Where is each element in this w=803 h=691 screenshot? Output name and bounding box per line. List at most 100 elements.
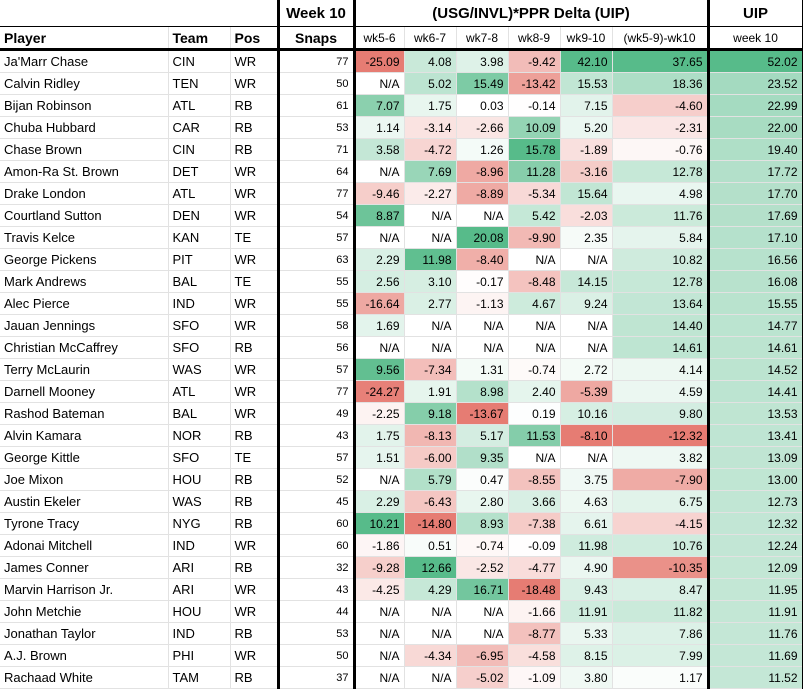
cell-wk56[interactable]: 1.69	[354, 314, 405, 337]
cell-snaps[interactable]: 57	[276, 226, 356, 249]
cell-wk78[interactable]: 16.71	[456, 578, 509, 601]
cell-team[interactable]: WAS	[168, 490, 231, 513]
cell-pos[interactable]: WR	[230, 600, 279, 623]
cell-wk67[interactable]: N/A	[404, 622, 457, 645]
cell-pos[interactable]: RB	[230, 512, 279, 535]
cell-wk910[interactable]: N/A	[560, 446, 613, 469]
cell-wk910[interactable]: -2.03	[560, 204, 613, 227]
cell-wk910[interactable]: 11.98	[560, 534, 613, 557]
cell-team[interactable]: PIT	[168, 248, 231, 271]
col-header-wk7-8[interactable]: wk7-8	[456, 26, 509, 51]
cell-player[interactable]: George Pickens	[0, 248, 169, 271]
col-header-player[interactable]: Player	[0, 26, 169, 51]
cell-team[interactable]: DET	[168, 160, 231, 183]
cell-diff[interactable]: -0.76	[612, 138, 710, 161]
cell-wk78[interactable]: -0.17	[456, 270, 509, 293]
cell-snaps[interactable]: 61	[276, 94, 356, 117]
cell-wk89[interactable]: -8.77	[508, 622, 561, 645]
cell-wk67[interactable]: -4.72	[404, 138, 457, 161]
cell-diff[interactable]: 12.78	[612, 270, 710, 293]
cell-uip[interactable]: 23.52	[708, 72, 803, 95]
cell-team[interactable]: ARI	[168, 578, 231, 601]
cell-diff[interactable]: 37.65	[612, 49, 710, 73]
cell-wk67[interactable]: 7.69	[404, 160, 457, 183]
cell-wk910[interactable]: 9.43	[560, 578, 613, 601]
cell-team[interactable]: CAR	[168, 116, 231, 139]
cell-diff[interactable]: -10.35	[612, 556, 710, 579]
cell-pos[interactable]: RB	[230, 116, 279, 139]
cell-diff[interactable]: 9.80	[612, 402, 710, 425]
cell-wk56[interactable]: -16.64	[354, 292, 405, 315]
cell-pos[interactable]: RB	[230, 490, 279, 513]
cell-uip[interactable]: 17.70	[708, 182, 803, 205]
cell-player[interactable]: Courtland Sutton	[0, 204, 169, 227]
cell-wk67[interactable]: N/A	[404, 600, 457, 623]
cell-wk89[interactable]: -8.48	[508, 270, 561, 293]
cell-wk89[interactable]: 10.09	[508, 116, 561, 139]
cell-wk89[interactable]: -0.14	[508, 94, 561, 117]
cell-pos[interactable]: TE	[230, 226, 279, 249]
col-header-snaps[interactable]: Snaps	[276, 26, 356, 51]
cell-player[interactable]: Terry McLaurin	[0, 358, 169, 381]
cell-player[interactable]: Calvin Ridley	[0, 72, 169, 95]
cell-uip[interactable]: 16.08	[708, 270, 803, 293]
cell-wk910[interactable]: 42.10	[560, 49, 613, 73]
cell-snaps[interactable]: 71	[276, 138, 356, 161]
cell-team[interactable]: SFO	[168, 314, 231, 337]
cell-wk910[interactable]: 10.16	[560, 402, 613, 425]
cell-wk56[interactable]: -9.28	[354, 556, 405, 579]
cell-team[interactable]: KAN	[168, 226, 231, 249]
col-header-wk9-10[interactable]: wk9-10	[560, 26, 613, 51]
cell-wk89[interactable]: -1.66	[508, 600, 561, 623]
cell-pos[interactable]: TE	[230, 446, 279, 469]
cell-player[interactable]: Christian McCaffrey	[0, 336, 169, 359]
cell-wk910[interactable]: 7.15	[560, 94, 613, 117]
cell-uip[interactable]: 13.00	[708, 468, 803, 491]
cell-wk56[interactable]: N/A	[354, 160, 405, 183]
cell-pos[interactable]: TE	[230, 270, 279, 293]
cell-snaps[interactable]: 77	[276, 49, 356, 73]
cell-player[interactable]: James Conner	[0, 556, 169, 579]
cell-wk89[interactable]: -0.74	[508, 358, 561, 381]
cell-team[interactable]: ATL	[168, 380, 231, 403]
cell-wk910[interactable]: 4.90	[560, 556, 613, 579]
cell-diff[interactable]: 6.75	[612, 490, 710, 513]
cell-team[interactable]: TAM	[168, 666, 231, 689]
cell-uip[interactable]: 11.76	[708, 622, 803, 645]
cell-wk56[interactable]: -1.86	[354, 534, 405, 557]
cell-wk67[interactable]: 9.18	[404, 402, 457, 425]
cell-wk910[interactable]: 11.91	[560, 600, 613, 623]
cell-wk67[interactable]: 12.66	[404, 556, 457, 579]
cell-uip[interactable]: 17.69	[708, 204, 803, 227]
cell-wk67[interactable]: -7.34	[404, 358, 457, 381]
cell-wk67[interactable]: 3.10	[404, 270, 457, 293]
cell-uip[interactable]: 12.09	[708, 556, 803, 579]
cell-wk910[interactable]: 9.24	[560, 292, 613, 315]
cell-player[interactable]: Bijan Robinson	[0, 94, 169, 117]
cell-wk910[interactable]: 4.63	[560, 490, 613, 513]
cell-wk78[interactable]: N/A	[456, 600, 509, 623]
cell-wk78[interactable]: 1.31	[456, 358, 509, 381]
cell-uip[interactable]: 11.69	[708, 644, 803, 667]
cell-wk67[interactable]: 5.79	[404, 468, 457, 491]
cell-wk78[interactable]: 9.35	[456, 446, 509, 469]
cell-wk89[interactable]: -13.42	[508, 72, 561, 95]
cell-snaps[interactable]: 43	[276, 424, 356, 447]
cell-wk56[interactable]: N/A	[354, 644, 405, 667]
cell-team[interactable]: ATL	[168, 94, 231, 117]
cell-wk67[interactable]: 1.75	[404, 94, 457, 117]
cell-wk78[interactable]: -0.74	[456, 534, 509, 557]
cell-team[interactable]: IND	[168, 292, 231, 315]
cell-pos[interactable]: WR	[230, 49, 279, 73]
cell-diff[interactable]: -4.60	[612, 94, 710, 117]
cell-player[interactable]: Austin Ekeler	[0, 490, 169, 513]
cell-player[interactable]: Amon-Ra St. Brown	[0, 160, 169, 183]
cell-pos[interactable]: WR	[230, 204, 279, 227]
cell-wk56[interactable]: N/A	[354, 600, 405, 623]
cell-wk67[interactable]: 4.08	[404, 49, 457, 73]
cell-diff[interactable]: 14.40	[612, 314, 710, 337]
cell-diff[interactable]: -4.15	[612, 512, 710, 535]
cell-wk89[interactable]: 11.28	[508, 160, 561, 183]
col-header-wk5-6[interactable]: wk5-6	[354, 26, 405, 51]
cell-wk910[interactable]: 3.80	[560, 666, 613, 689]
